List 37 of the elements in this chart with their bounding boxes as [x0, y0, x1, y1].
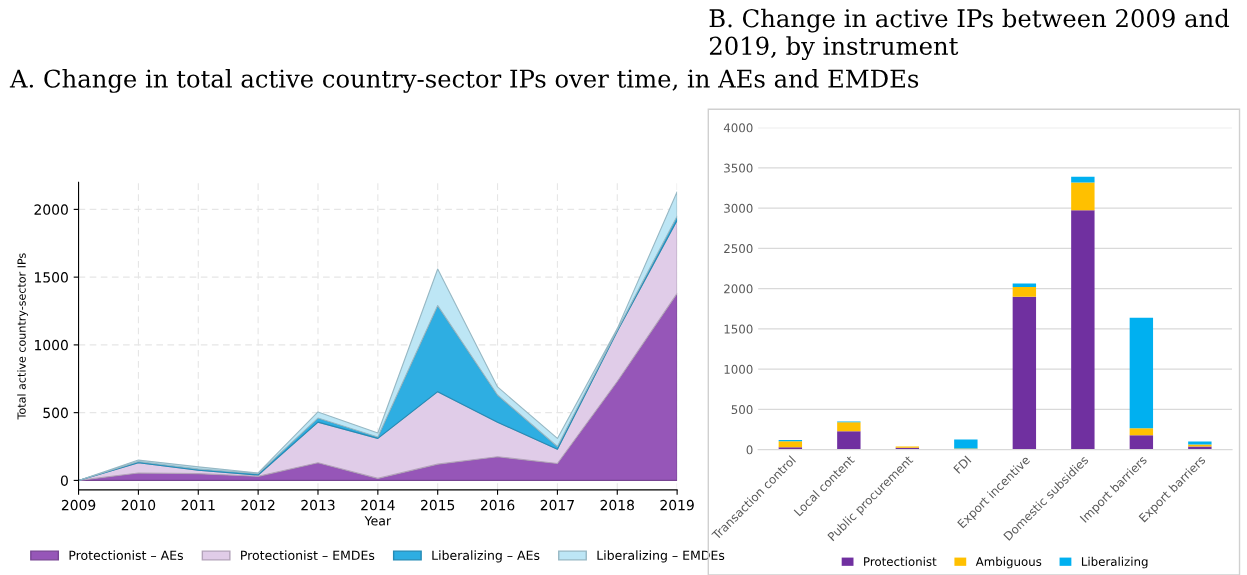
x-tick-label: 2010: [121, 499, 156, 511]
y-tick-label: 4000: [723, 123, 753, 133]
chart-title: A. Change in total active country-sector IPs over time, in AEs and EMDEs: [9, 69, 919, 93]
y-tick-label: 500: [43, 407, 68, 419]
y-tick-label: 2500: [724, 244, 753, 254]
x-tick-label: 2019: [660, 499, 694, 511]
legend-label: Liberalizing – EMDEs: [597, 550, 725, 563]
y-tick-label: 2000: [34, 204, 68, 215]
y-tick-label: 0: [60, 475, 68, 486]
y-tick-label: 3000: [724, 203, 753, 213]
legend-label: Protectionist – EMDEs: [241, 550, 375, 561]
x-tick-label: 2009: [61, 499, 96, 511]
legend-label: Liberalizing: [1081, 556, 1148, 569]
legend-label: Protectionist – AEs: [69, 550, 183, 561]
x-tick-label: FDI: [953, 455, 972, 474]
legend-label: Liberalizing – AEs: [432, 550, 540, 563]
x-tick-label: 2011: [181, 499, 215, 511]
x-tick-label: 2016: [480, 499, 515, 511]
x-tick-label: 2015: [421, 499, 455, 511]
y-axis-title: Total active country-sector IPs: [17, 253, 28, 420]
y-tick-label: 2000: [724, 284, 753, 294]
y-tick-label: 1500: [35, 272, 68, 283]
x-tick-label: 2014: [361, 499, 395, 511]
x-axis-title: Year: [364, 516, 392, 526]
y-tick-label: 1000: [35, 339, 68, 351]
x-tick-label: 2017: [540, 499, 574, 511]
legend-label: Protectionist: [864, 556, 937, 567]
x-tick-label: 2018: [600, 499, 634, 511]
y-tick-label: 1000: [724, 364, 753, 374]
legend-label: Ambiguous: [975, 556, 1042, 569]
x-tick-label: 2013: [301, 499, 335, 511]
y-tick-label: 0: [746, 445, 753, 455]
y-tick-label: 1500: [724, 324, 753, 334]
chart-title: B. Change in active IPs between 2009 and 2019, by instrument: [709, 8, 1230, 61]
y-tick-label: 3500: [724, 163, 753, 173]
x-tick-label: 2012: [241, 499, 275, 511]
y-tick-label: 500: [731, 405, 753, 415]
